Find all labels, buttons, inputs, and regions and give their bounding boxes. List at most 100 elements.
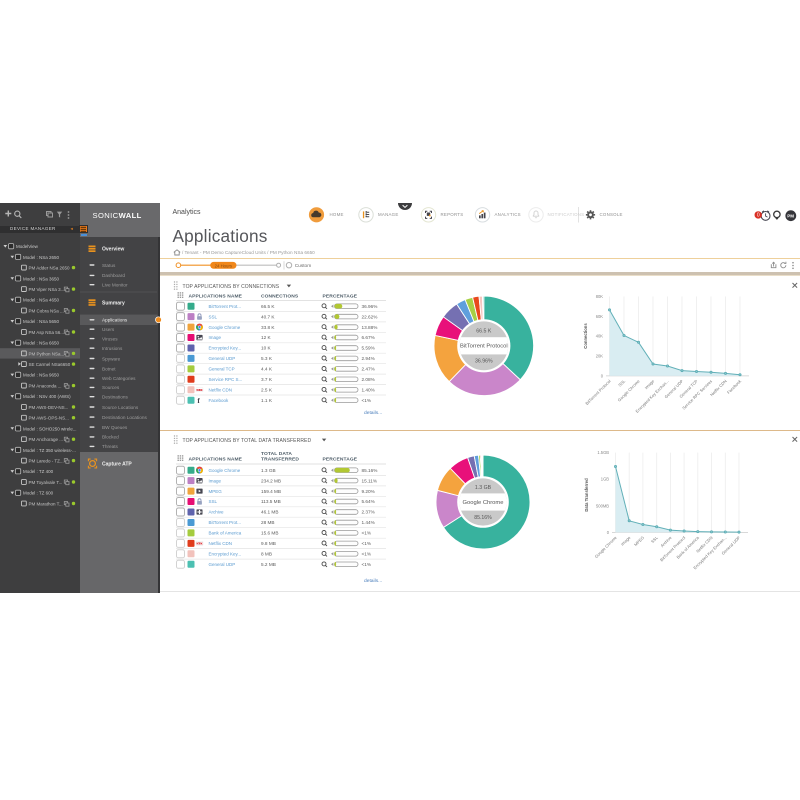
svg-text:details...: details...: [364, 410, 382, 416]
svg-text:Model : TZ 350 wireless-...: Model : TZ 350 wireless-...: [23, 448, 76, 453]
svg-text:Model : NSa 4650: Model : NSa 4650: [23, 298, 60, 303]
svg-text:Connections: Connections: [583, 323, 588, 349]
svg-text:BitTorrent Protocol: BitTorrent Protocol: [584, 379, 611, 406]
svg-text:12 K: 12 K: [261, 335, 272, 340]
svg-text:2.94%: 2.94%: [362, 356, 375, 361]
svg-text:CONNECTIONS: CONNECTIONS: [261, 293, 299, 299]
svg-text:PM Cobra NSa ...: PM Cobra NSa ...: [29, 308, 64, 313]
svg-text:Botnet: Botnet: [102, 366, 116, 371]
svg-text:PM Anchorage ...: PM Anchorage ...: [29, 437, 64, 442]
svg-text:15.6 MB: 15.6 MB: [261, 531, 278, 536]
svg-text:5.64%: 5.64%: [362, 500, 375, 505]
svg-text:TOP APPLICATIONS BY TOTAL DATA: TOP APPLICATIONS BY TOTAL DATA TRANSFERR…: [183, 438, 312, 444]
svg-text:Threats: Threats: [102, 444, 119, 449]
svg-text:2.5 K: 2.5 K: [261, 388, 273, 393]
svg-text:Destination Locations: Destination Locations: [102, 415, 147, 420]
svg-text:40K: 40K: [596, 334, 604, 339]
svg-text:Facebook: Facebook: [726, 378, 743, 395]
svg-text:36.96%: 36.96%: [362, 304, 378, 309]
svg-text:234.2 MB: 234.2 MB: [261, 479, 281, 484]
svg-text:PM Anaconda ...: PM Anaconda ...: [29, 384, 62, 389]
svg-text:Applications: Applications: [102, 318, 128, 323]
svg-text:33.8 K: 33.8 K: [261, 325, 275, 330]
svg-text:General TCP: General TCP: [209, 367, 235, 372]
svg-text:15.11%: 15.11%: [362, 479, 378, 484]
svg-text:Google Chrome: Google Chrome: [594, 535, 618, 559]
svg-text:Model : TZ 600: Model : TZ 600: [23, 491, 54, 496]
svg-text:8 MB: 8 MB: [261, 552, 272, 557]
svg-text:Google Chrome: Google Chrome: [462, 500, 503, 506]
svg-text:NETFLIX: NETFLIX: [196, 388, 202, 392]
svg-text:3.7 K: 3.7 K: [261, 377, 273, 382]
svg-text:46.1 MB: 46.1 MB: [261, 510, 278, 515]
svg-text:TRANSFERRED: TRANSFERRED: [261, 457, 299, 463]
svg-text:Model : NSv 400 (AWS): Model : NSv 400 (AWS): [23, 394, 71, 399]
svg-text:Dashboard: Dashboard: [102, 273, 125, 278]
svg-text:SSL: SSL: [650, 535, 660, 545]
svg-text:Capture ATP: Capture ATP: [102, 461, 132, 467]
svg-text:NETFLIX: NETFLIX: [196, 542, 202, 546]
svg-text:Encrypted Key...: Encrypted Key...: [209, 552, 242, 557]
svg-text:10 K: 10 K: [261, 346, 272, 351]
svg-text:PM Adder NSa 2650: PM Adder NSa 2650: [29, 266, 71, 271]
svg-text:66.5 K: 66.5 K: [476, 328, 492, 334]
svg-text:Netflix CDN: Netflix CDN: [209, 541, 233, 546]
svg-text:Intrusions: Intrusions: [102, 346, 123, 351]
svg-text:<1%: <1%: [362, 398, 372, 403]
svg-text:General UDP: General UDP: [209, 562, 236, 567]
svg-text:<1%: <1%: [362, 552, 372, 557]
svg-text:Model : TZ 400: Model : TZ 400: [23, 469, 54, 474]
svg-text:Model : NSa 2650: Model : NSa 2650: [23, 255, 60, 260]
svg-text:Live Monitor: Live Monitor: [102, 283, 128, 288]
svg-text:PM Marathon T...: PM Marathon T...: [29, 501, 63, 506]
svg-text:PM: PM: [787, 214, 794, 219]
svg-text:Encrypted Key...: Encrypted Key...: [209, 346, 242, 351]
svg-text:13.88%: 13.88%: [362, 325, 378, 330]
svg-text:1.40%: 1.40%: [362, 388, 375, 393]
svg-text:Model : SOHO250 wirele...: Model : SOHO250 wirele...: [23, 426, 77, 431]
svg-text:66.5 K: 66.5 K: [261, 304, 275, 309]
svg-text:PM Toyalvale T...: PM Toyalvale T...: [29, 480, 63, 485]
svg-text:9.20%: 9.20%: [362, 489, 375, 494]
svg-text:PERCENTAGE: PERCENTAGE: [323, 457, 358, 463]
svg-text:Image: Image: [620, 535, 632, 547]
svg-text:PM AWS-DEV-NS...: PM AWS-DEV-NS...: [29, 405, 69, 410]
svg-text:PM Laredo - TZ...: PM Laredo - TZ...: [29, 459, 64, 464]
svg-text:6.67%: 6.67%: [362, 335, 375, 340]
svg-text:36.96%: 36.96%: [475, 358, 493, 364]
svg-text:BitTorrent Prot...: BitTorrent Prot...: [209, 304, 242, 309]
svg-text:<1%: <1%: [362, 562, 372, 567]
svg-text:1.3 GB: 1.3 GB: [474, 484, 491, 490]
svg-text:Viruses: Viruses: [102, 336, 118, 341]
svg-text:Status: Status: [102, 263, 116, 268]
svg-text:Data Transferred: Data Transferred: [584, 478, 589, 512]
svg-text:40.7 K: 40.7 K: [261, 315, 275, 320]
svg-text:Model : NSa 5650: Model : NSa 5650: [23, 319, 60, 324]
svg-text:f: f: [197, 396, 200, 405]
svg-text:General UDP: General UDP: [209, 356, 236, 361]
svg-text:Users: Users: [102, 327, 115, 332]
svg-text:PM AWS-OPS-NS...: PM AWS-OPS-NS...: [29, 416, 69, 421]
svg-text:Archive: Archive: [209, 510, 225, 515]
svg-text:Destinations: Destinations: [102, 395, 128, 400]
svg-text:113.5 MB: 113.5 MB: [261, 500, 281, 505]
svg-text:Model : NSa 9650: Model : NSa 9650: [23, 373, 60, 378]
svg-text:SE Carmel NSa6650: SE Carmel NSa6650: [29, 362, 71, 367]
svg-text:APPLICATIONS NAME: APPLICATIONS NAME: [189, 457, 243, 463]
svg-text:APPLICATIONS NAME: APPLICATIONS NAME: [189, 293, 243, 299]
svg-text:Google Chrome: Google Chrome: [209, 468, 241, 473]
svg-text:0: 0: [607, 530, 610, 535]
svg-text:PERCENTAGE: PERCENTAGE: [323, 293, 358, 299]
svg-text:BitTorrent Prot...: BitTorrent Prot...: [209, 521, 242, 526]
svg-text:4.4 K: 4.4 K: [261, 367, 273, 372]
svg-text:1.3 GB: 1.3 GB: [261, 468, 276, 473]
svg-text:SSL: SSL: [209, 315, 218, 320]
svg-text:BW Queues: BW Queues: [102, 425, 128, 430]
svg-text:Source Locations: Source Locations: [102, 405, 139, 410]
svg-text:Overview: Overview: [102, 247, 124, 253]
svg-text:MPEG: MPEG: [633, 535, 645, 547]
svg-text:5.2 MB: 5.2 MB: [261, 562, 276, 567]
svg-text:0: 0: [601, 373, 604, 378]
svg-text:SSL: SSL: [617, 378, 627, 388]
svg-text:details...: details...: [364, 578, 382, 584]
